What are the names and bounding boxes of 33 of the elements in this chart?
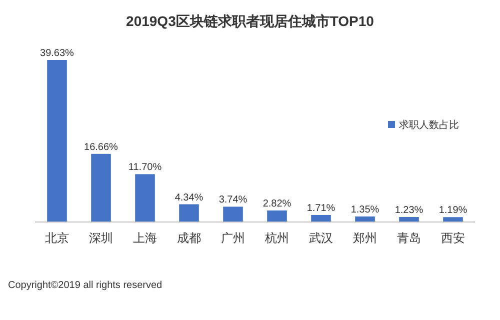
- data-label: 1.19%: [438, 205, 468, 216]
- bar: [267, 210, 287, 222]
- bar: [47, 60, 67, 222]
- x-tick-label: 上海: [133, 231, 157, 245]
- data-label: 1.71%: [306, 203, 336, 214]
- x-tick-label: 杭州: [264, 231, 289, 245]
- bar: [135, 174, 155, 222]
- bar: [443, 217, 463, 222]
- chart-title: 2019Q3区块链求职者现居住城市TOP10: [126, 13, 374, 29]
- x-tick-label: 深圳: [89, 231, 113, 245]
- x-tick-label: 西安: [441, 231, 465, 245]
- x-tick-label: 成都: [177, 231, 201, 245]
- bar: [399, 216, 419, 222]
- x-tick-label: 广州: [221, 231, 245, 245]
- x-tick-label: 郑州: [353, 231, 377, 245]
- data-label: 39.63%: [40, 48, 74, 59]
- data-label: 16.66%: [84, 142, 118, 153]
- x-tick-label: 武汉: [309, 231, 333, 245]
- bar: [311, 215, 331, 222]
- bar: [91, 154, 111, 222]
- x-tick-label: 北京: [45, 231, 69, 245]
- bar: [223, 206, 243, 222]
- data-label: 4.34%: [174, 192, 204, 204]
- text: Copyright©2019 all rights reserved: [8, 280, 162, 291]
- data-label: 1.35%: [350, 204, 380, 216]
- data-label: 2.82%: [262, 198, 292, 210]
- bar: [179, 204, 199, 222]
- bar: [355, 216, 375, 222]
- data-label: 1.23%: [394, 204, 424, 216]
- data-label: 11.70%: [128, 162, 162, 174]
- legend-label: 求职人数占比: [399, 119, 459, 131]
- x-tick-label: 青岛: [397, 231, 421, 245]
- data-label: 3.74%: [218, 194, 248, 206]
